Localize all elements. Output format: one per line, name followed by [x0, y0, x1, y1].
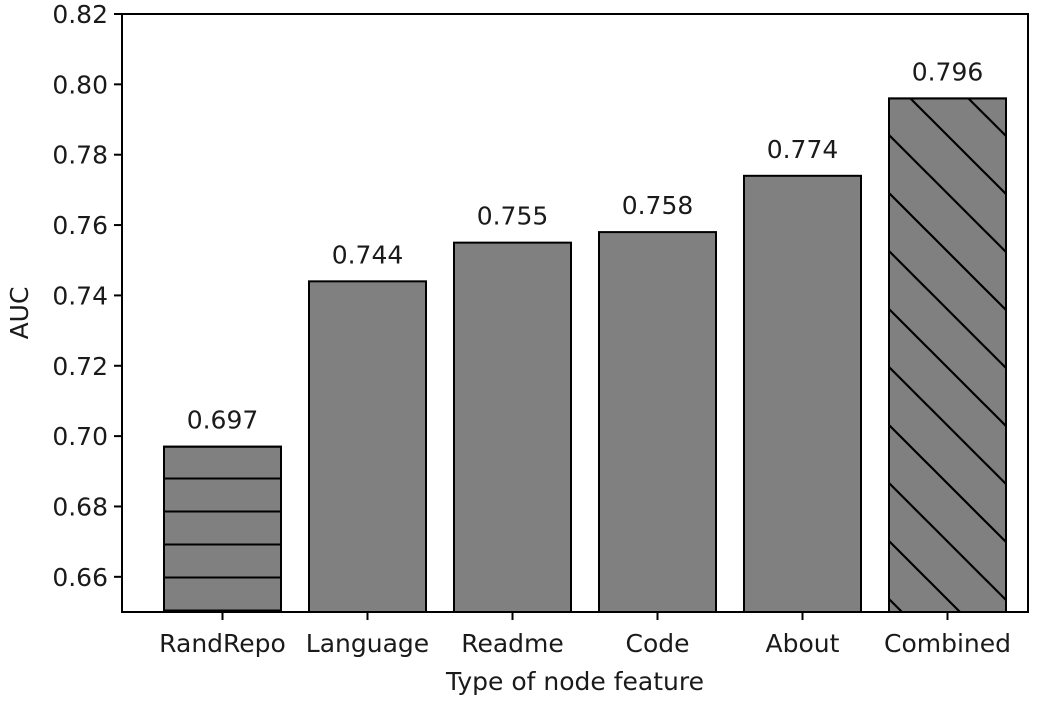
y-tick-label: 0.80 [52, 70, 108, 99]
plot-frame [121, 13, 1029, 613]
bar-readme [453, 241, 572, 613]
bar-code [598, 231, 717, 613]
bar-about [743, 174, 862, 613]
value-label-randrepo: 0.697 [187, 406, 259, 435]
y-tick-label: 0.82 [52, 0, 108, 29]
y-tick-label: 0.76 [52, 211, 108, 240]
x-tick-label-randrepo: RandRepo [159, 629, 286, 658]
x-tick-label-language: Language [306, 629, 429, 658]
y-tick-label: 0.70 [52, 422, 108, 451]
bar-hatch-randrepo [163, 445, 282, 613]
bar-language [308, 280, 427, 613]
x-axis-title: Type of node feature [445, 667, 704, 696]
value-labels-layer: 0.697 0.744 0.755 0.758 0.774 0.796 [187, 57, 984, 434]
y-tick-label: 0.74 [52, 281, 108, 310]
value-label-code: 0.758 [622, 191, 694, 220]
value-label-combined: 0.796 [912, 57, 984, 86]
y-tick-label: 0.66 [52, 563, 108, 592]
x-axis: RandRepo Language Readme Code About Combined [159, 612, 1011, 658]
value-label-readme: 0.755 [477, 202, 549, 231]
y-axis-title: AUC [5, 287, 34, 340]
value-label-language: 0.744 [332, 240, 404, 269]
y-axis: 0.66 0.68 0.70 0.72 0.74 0.76 0.78 0.80 0.82 [52, 0, 122, 592]
y-tick-label: 0.68 [52, 492, 108, 521]
y-tick-label: 0.78 [52, 141, 108, 170]
value-label-about: 0.774 [767, 135, 839, 164]
x-tick-label-combined: Combined [884, 629, 1011, 658]
x-tick-label-about: About [766, 629, 840, 658]
x-tick-label-code: Code [625, 629, 689, 658]
bar-hatch-combined [888, 97, 1007, 614]
bars-layer [163, 97, 1007, 614]
x-tick-label-readme: Readme [461, 629, 564, 658]
y-tick-label: 0.72 [52, 352, 108, 381]
